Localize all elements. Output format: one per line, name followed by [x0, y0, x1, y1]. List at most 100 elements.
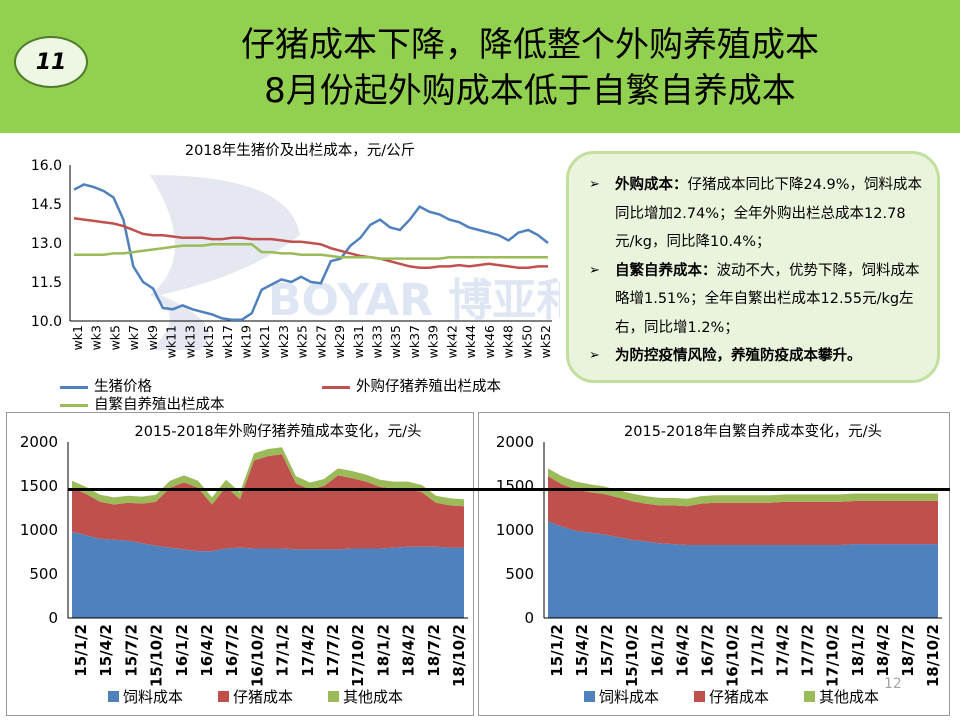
y-tick-label: 16.0	[31, 158, 62, 174]
legend-swatch	[218, 691, 229, 702]
x-tick-label: wk42	[444, 325, 459, 358]
slide-title-line1: 仔猪成本下降，降低整个外购养殖成本	[241, 25, 819, 65]
legend-label: 自繁自养殖出栏成本	[94, 397, 225, 413]
bullet-arrow-icon: ➢	[589, 348, 600, 363]
x-tick-label: wk35	[388, 325, 403, 358]
x-tick-label: 17/4/2	[774, 624, 792, 677]
y-tick-label: 2000	[496, 433, 534, 451]
x-tick-label: wk37	[407, 325, 422, 358]
legend-item: 生猪价格	[60, 375, 152, 396]
y-tick-label: 14.5	[31, 197, 62, 213]
x-tick-label: wk13	[182, 325, 197, 358]
legend-swatch	[328, 691, 339, 702]
x-tick-label: wk31	[351, 325, 366, 358]
x-tick-label: 18/4/2	[400, 624, 418, 677]
chart-title: 2015-2018年外购仔猪养殖成本变化，元/头	[135, 423, 422, 440]
x-tick-label: 15/10/2	[623, 624, 641, 687]
legend-line-green	[60, 403, 88, 407]
x-tick-label: 16/7/2	[223, 624, 241, 677]
slide-title: 仔猪成本下降，降低整个外购养殖成本 8月份起外购成本低于自繁自养成本	[110, 22, 950, 114]
legend-label: 外购仔猪养殖出栏成本	[356, 379, 501, 395]
watermark: BOYAR 博亚和讯	[150, 175, 560, 350]
area-series	[72, 447, 464, 507]
summary-item-heading: 外购成本：	[615, 177, 688, 193]
summary-item-body: 仔猪成本同比下降24.9%，饲料成本同比增加2.74%；全年外购出栏总成本12.…	[615, 177, 923, 250]
series-line	[73, 183, 549, 321]
x-tick-label: 17/10/2	[824, 624, 842, 687]
y-tick-label: 1500	[496, 477, 534, 495]
x-tick-label: wk44	[463, 325, 478, 358]
summary-item-heading: 为防控疫情风险，养殖防疫成本攀升。	[615, 348, 862, 364]
x-tick-label: 15/1/2	[72, 624, 90, 677]
x-tick-label: 18/4/2	[874, 624, 892, 677]
x-tick-label: wk1	[70, 325, 85, 350]
x-tick-label: 16/10/2	[248, 624, 266, 687]
area-series	[548, 468, 938, 507]
area-series	[72, 531, 464, 618]
y-tick-label: 10.0	[31, 314, 62, 330]
x-tick-label: 18/7/2	[899, 624, 917, 677]
x-tick-label: 15/4/2	[97, 624, 115, 677]
x-tick-label: wk52	[538, 325, 553, 358]
x-tick-label: wk48	[501, 325, 516, 358]
reference-line-1500	[68, 488, 950, 491]
y-tick-label: 0	[48, 609, 58, 627]
line-chart-2018: BOYAR 博亚和讯 2018年生猪价及出栏成本，元/公斤 16.0 14.5 13…	[31, 142, 560, 358]
x-tick-label: 15/1/2	[548, 624, 566, 677]
slide-number-badge: 11	[14, 36, 88, 88]
x-tick-label: 18/10/2	[924, 624, 942, 687]
x-tick-label: 18/10/2	[450, 624, 468, 687]
x-tick-label: 17/1/2	[749, 624, 767, 677]
legend-swatch	[584, 691, 595, 702]
x-tick-label: 17/10/2	[349, 624, 367, 687]
x-tick-label: wk25	[295, 325, 310, 358]
x-tick-label: 18/7/2	[425, 624, 443, 677]
x-tick-label: 18/1/2	[849, 624, 867, 677]
x-tick-label: 16/4/2	[673, 624, 691, 677]
x-tick-label: wk15	[201, 325, 216, 358]
x-tick-label: wk46	[482, 325, 497, 358]
legend-label: 饲料成本	[599, 688, 659, 706]
y-tick-label: 1000	[496, 521, 534, 539]
chart-title: 2015-2018年自繁自养成本变化，元/头	[624, 423, 882, 440]
legend-item: 自繁自养殖出栏成本	[60, 393, 225, 414]
x-tick-label: 15/7/2	[598, 624, 616, 677]
x-tick-label: 15/10/2	[148, 624, 166, 687]
y-tick-label: 11.5	[31, 275, 62, 291]
x-tick-label: wk27	[313, 325, 328, 358]
x-tick-label: wk21	[257, 325, 272, 358]
x-tick-label: wk11	[164, 325, 179, 358]
chart1-title: 2018年生猪价及出栏成本，元/公斤	[185, 142, 415, 159]
legend-label: 其他成本	[343, 688, 403, 706]
legend-label: 仔猪成本	[233, 688, 293, 706]
legend-swatch	[108, 691, 119, 702]
chart1-legend: 生猪价格 外购仔猪养殖出栏成本 自繁自养殖出栏成本	[60, 375, 580, 414]
summary-item-heading: 自繁自养成本：	[615, 262, 717, 279]
bullet-arrow-icon: ➢	[589, 262, 600, 278]
bullet-arrow-icon: ➢	[589, 177, 600, 192]
legend-label: 饲料成本	[123, 688, 183, 706]
page-number: 12	[884, 676, 902, 692]
x-tick-label: 17/7/2	[324, 624, 342, 677]
x-tick-label: wk19	[238, 325, 253, 358]
x-tick-label: wk9	[145, 325, 160, 350]
x-tick-label: wk33	[370, 325, 385, 358]
x-tick-label: wk5	[107, 325, 122, 350]
watermark-logo-shape	[150, 175, 300, 350]
summary-item: ➢ 自繁自养成本：波动不大，优势下降，饲料成本略增1.51%；全年自繁出栏成本12…	[589, 257, 923, 343]
x-tick-label: 16/1/2	[173, 624, 191, 677]
x-tick-label: 16/10/2	[723, 624, 741, 687]
x-tick-label: 17/4/2	[299, 624, 317, 677]
x-tick-label: wk7	[126, 325, 141, 350]
y-tick-label: 1500	[20, 477, 58, 495]
slide-title-line2: 8月份起外购成本低于自繁自养成本	[264, 71, 796, 111]
legend-label: 生猪价格	[94, 379, 152, 395]
x-tick-label: wk50	[519, 325, 534, 358]
summary-item-body: 波动不大，优势下降，饲料成本略增1.51%；全年自繁出栏成本12.55元/kg左…	[615, 262, 920, 336]
y-tick-label: 500	[29, 565, 58, 583]
y-tick-label: 13.0	[31, 236, 62, 252]
area-series	[72, 454, 464, 552]
legend-swatch	[694, 691, 705, 702]
x-tick-label: wk39	[426, 325, 441, 358]
x-tick-label: wk29	[332, 325, 347, 358]
